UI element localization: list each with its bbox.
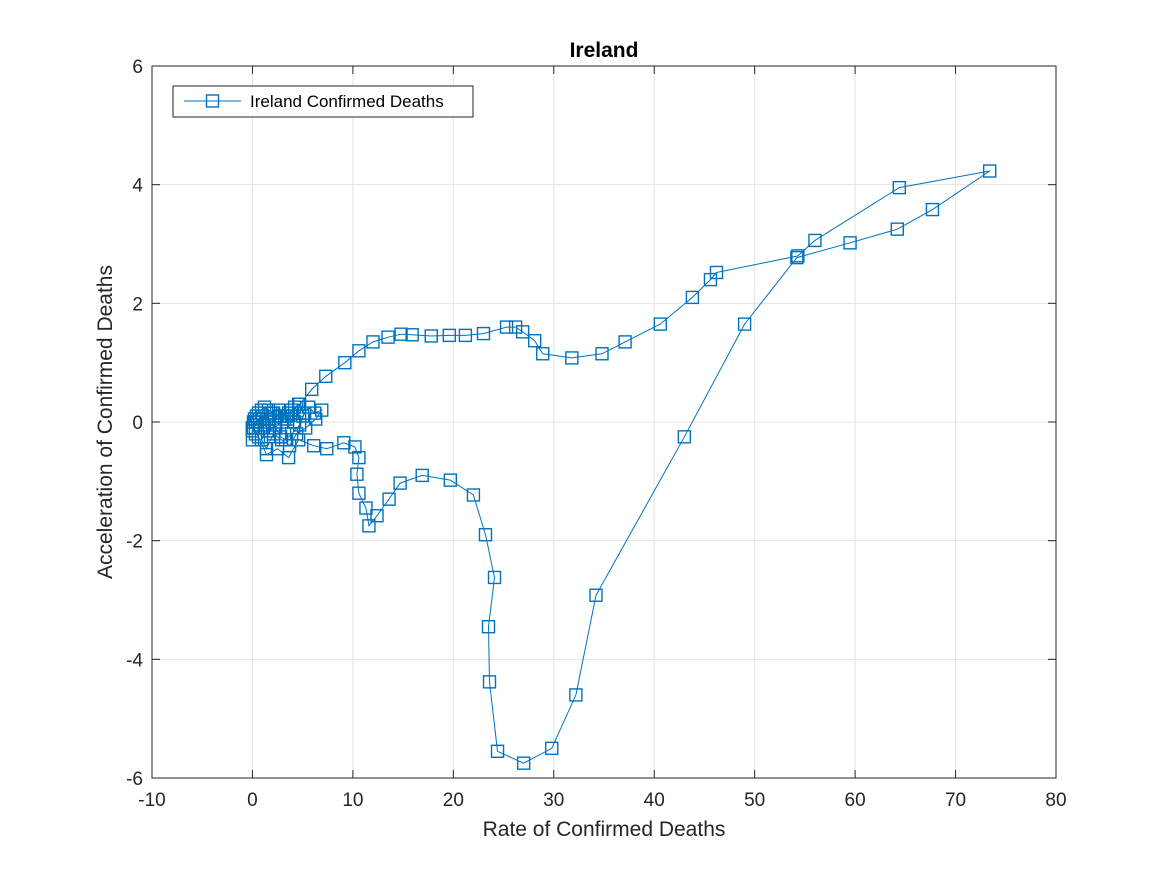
data-point-marker xyxy=(338,355,352,370)
data-point-marker xyxy=(359,501,373,515)
data-point-marker xyxy=(808,233,822,248)
data-point-marker xyxy=(307,439,321,453)
data-point-marker xyxy=(737,317,752,331)
data-point-marker xyxy=(265,406,280,420)
data-point-marker xyxy=(348,440,362,454)
data-point-marker xyxy=(443,473,458,487)
data-point-marker xyxy=(267,421,282,435)
data-point-marker xyxy=(405,328,419,342)
y-axis-title: Acceleration of Confirmed Deaths xyxy=(94,265,117,579)
x-tick-label: -10 xyxy=(138,790,165,811)
data-point-marker xyxy=(337,436,351,450)
data-point-marker xyxy=(515,325,530,339)
data-point-marker xyxy=(677,430,692,444)
data-point-marker xyxy=(595,347,609,361)
data-point-marker xyxy=(790,250,804,265)
x-tick-label: 30 xyxy=(543,790,564,811)
data-point-marker xyxy=(382,492,396,506)
x-tick-label: 60 xyxy=(845,790,866,811)
data-point-marker xyxy=(415,468,429,483)
data-point-marker xyxy=(476,326,491,341)
data-point-marker xyxy=(478,528,493,542)
data-point-marker xyxy=(516,756,531,770)
x-tick-label: 70 xyxy=(945,790,966,811)
data-point-marker xyxy=(499,320,514,334)
data-point-marker xyxy=(370,509,384,523)
x-tick-label: 50 xyxy=(744,790,765,811)
grid xyxy=(152,66,1056,778)
data-point-marker xyxy=(481,620,496,634)
data-point-marker xyxy=(424,329,438,343)
data-point-marker xyxy=(892,180,907,195)
data-point-marker xyxy=(252,412,267,426)
data-point-marker xyxy=(589,588,603,602)
data-point-marker xyxy=(362,519,376,533)
data-point-marker xyxy=(843,236,857,250)
y-tick-label: -2 xyxy=(126,532,143,553)
ticks xyxy=(151,65,1057,779)
data-point-marker xyxy=(259,442,274,456)
data-point-marker xyxy=(352,344,366,358)
data-point-marker xyxy=(278,433,293,447)
data-point-marker xyxy=(527,334,542,348)
data-point-marker xyxy=(925,202,940,217)
data-point-marker xyxy=(618,335,632,349)
data-point-marker xyxy=(791,249,805,263)
y-tick-label: 2 xyxy=(132,294,143,315)
x-axis-title: Rate of Confirmed Deaths xyxy=(483,818,726,841)
data-point-marker xyxy=(983,164,997,178)
data-point-marker xyxy=(508,320,523,334)
data-point-marker xyxy=(393,476,407,490)
x-tick-label: 40 xyxy=(644,790,665,811)
y-tick-label: 0 xyxy=(132,413,143,434)
data-point-marker xyxy=(394,327,408,341)
y-tick-label: 4 xyxy=(132,176,143,197)
series-layer xyxy=(245,164,997,770)
data-point-marker xyxy=(487,570,502,585)
x-tick-label: 20 xyxy=(443,790,464,811)
data-point-marker xyxy=(466,488,481,502)
data-point-marker xyxy=(482,675,497,689)
data-point-marker xyxy=(287,400,302,414)
legend: Ireland Confirmed Deaths xyxy=(172,85,474,118)
data-point-marker xyxy=(545,741,559,756)
data-point-marker xyxy=(350,467,364,481)
y-tick-label: -4 xyxy=(126,650,143,671)
data-point-marker xyxy=(569,688,583,702)
data-point-marker xyxy=(565,351,579,365)
data-point-marker xyxy=(245,421,260,435)
data-point-marker xyxy=(352,486,366,500)
data-point-marker xyxy=(709,265,724,280)
y-tick-label: -6 xyxy=(126,769,143,790)
data-point-marker xyxy=(305,382,319,397)
chart-title: Ireland xyxy=(570,39,639,62)
data-point-marker xyxy=(890,222,904,236)
y-tick-label: 6 xyxy=(132,57,143,78)
data-point-marker xyxy=(442,328,457,343)
data-point-marker xyxy=(685,290,700,305)
tick-labels: -10 0 10 20 30 40 50 60 70 80 -6 -4 -2 0 2 4 6 xyxy=(126,57,1066,811)
data-point-marker xyxy=(490,744,505,758)
data-point-marker xyxy=(536,347,550,361)
data-point-marker xyxy=(458,328,473,343)
data-point-marker xyxy=(352,450,366,465)
x-tick-label: 80 xyxy=(1045,790,1066,811)
x-tick-label: 10 xyxy=(342,790,363,811)
data-point-marker xyxy=(366,335,380,349)
legend-marker-square xyxy=(205,94,220,108)
data-point-marker xyxy=(319,369,333,384)
data-point-marker xyxy=(320,442,334,456)
x-tick-label: 0 xyxy=(247,790,258,811)
data-point-marker xyxy=(381,330,395,344)
data-point-marker xyxy=(653,317,667,331)
legend-label: Ireland Confirmed Deaths xyxy=(250,92,444,111)
